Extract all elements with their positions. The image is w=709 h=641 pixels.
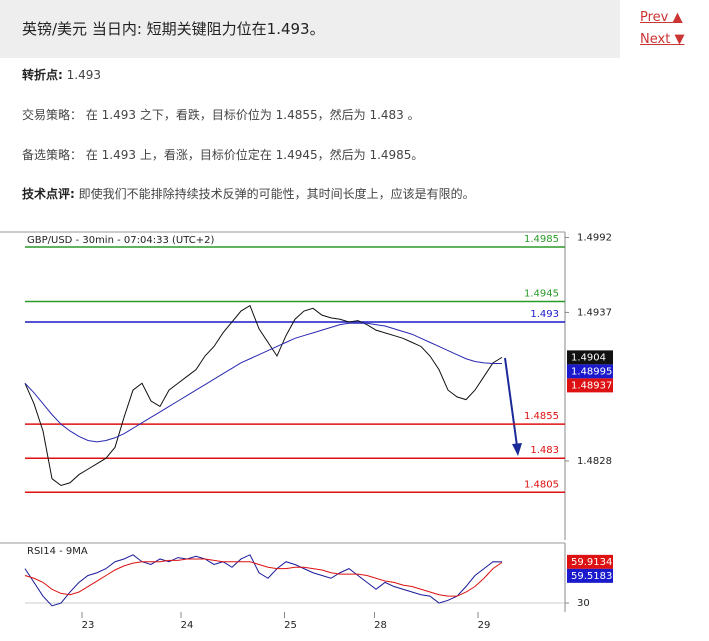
chart-title: GBP/USD - 30min - 07:04:33 (UTC+2) [27,235,214,246]
chart-title: RSI14 - 9MA [27,546,88,557]
price-tag-label: 1.48995 [571,366,612,377]
x-tick-label: 24 [181,620,194,631]
paragraph-text: 在 1.493 上，看涨，目标价位定在 1.4945，然后为 1.4985。 [85,148,424,162]
series-line [24,554,503,607]
y-tick-label: 1.4828 [577,456,612,467]
arrow-head [512,443,522,456]
next-text[interactable]: Next [640,32,671,47]
prev-text[interactable]: Prev [640,10,669,25]
paragraph-label: 技术点评: [22,187,75,201]
paragraph: 转折点: 1.493 [22,66,101,83]
paragraph: 备选策略： 在 1.493 上，看涨，目标价位定在 1.4945，然后为 1.4… [22,146,423,163]
price-tag-label: 59.9134 [571,557,612,568]
level-label: 1.483 [530,445,559,456]
price-tag [567,378,613,393]
paragraph-text: 1.493 [66,68,101,82]
header-title: 英镑/美元 当日内: 短期关键阻力位在1.493。 [22,20,325,38]
x-tick-label: 25 [284,620,297,631]
y-tick-label: 1.4992 [577,232,612,243]
paragraph: 交易策略： 在 1.493 之下，看跌，目标价位为 1.4855，然后为 1.4… [22,106,420,123]
price-tag [567,568,613,583]
price-tag-label: 1.4904 [571,352,606,363]
level-label: 1.493 [530,309,559,320]
series-line [24,322,502,443]
x-tick-label: 29 [478,620,491,631]
level-label: 1.4855 [524,411,559,422]
price-tag [567,364,613,379]
icon[interactable]: ▼ [674,32,685,47]
series-line [24,304,503,487]
x-tick-label: 28 [374,620,387,631]
series-line [24,558,503,597]
level-label: 1.4985 [524,234,559,245]
paragraph-text: 在 1.493 之下，看跌，目标价位为 1.4855，然后为 1.483 。 [85,108,420,122]
price-tag-label: 1.48937 [571,380,612,391]
next-link[interactable]: Next ▼ [640,32,684,47]
y-tick-label: 30 [577,598,590,609]
level-label: 1.4945 [524,289,559,300]
forecast-arrow [504,357,518,447]
header: 英镑/美元 当日内: 短期关键阻力位在1.493。 [0,0,620,58]
paragraph-label: 转折点: [22,68,63,82]
paragraph: 技术点评: 即使我们不能排除持续技术反弹的可能性，其时间长度上，应该是有限的。 [22,185,475,202]
price-tag [567,554,613,569]
price-tag [567,350,613,365]
level-label: 1.4805 [524,479,559,490]
x-tick-label: 23 [82,620,95,631]
y-tick-label: 1.4937 [577,307,612,318]
price-tag-label: 59.5183 [571,571,612,582]
icon[interactable]: ▲ [672,10,683,25]
paragraph-label: 交易策略： [22,108,83,122]
prev-link[interactable]: Prev ▲ [640,10,683,25]
paragraph-text: 即使我们不能排除持续技术反弹的可能性，其时间长度上，应该是有限的。 [78,187,475,201]
paragraph-label: 备选策略： [22,148,83,162]
